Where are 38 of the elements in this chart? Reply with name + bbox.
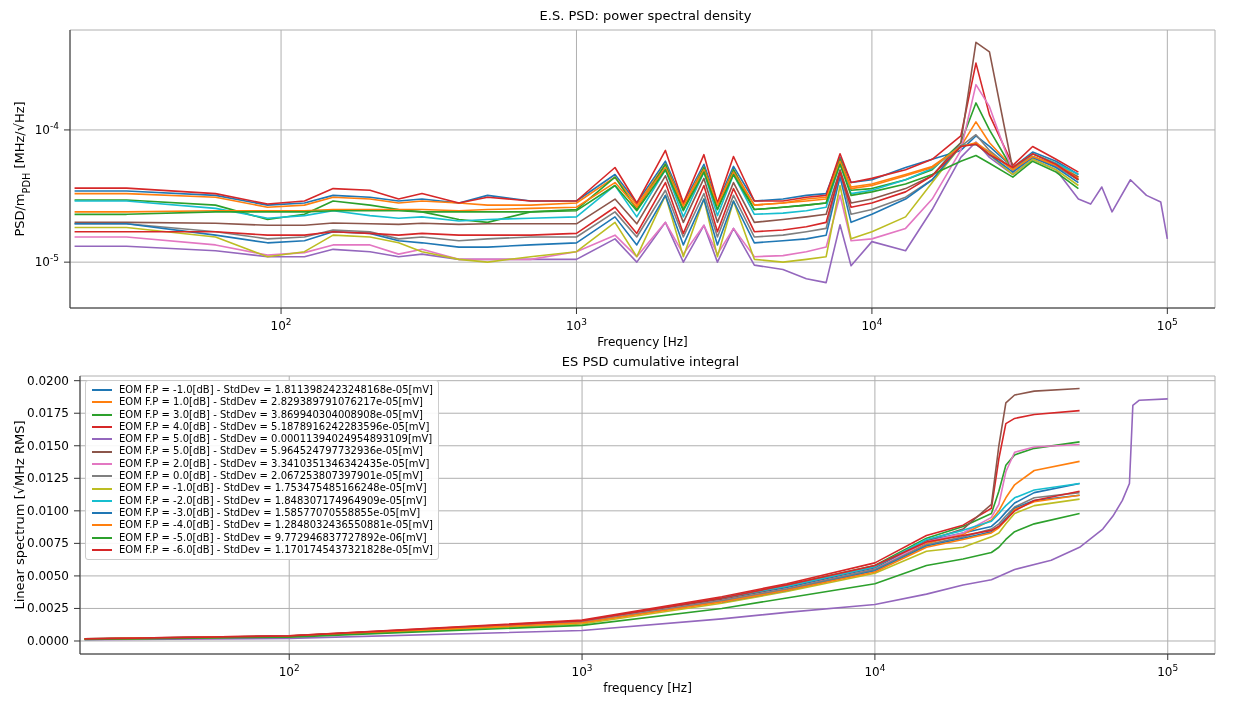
x-axis-title: frequency [Hz] bbox=[603, 681, 692, 695]
y-tick-label: 0.0150 bbox=[27, 438, 69, 453]
legend-label: EOM F.P = 4.0[dB] - StdDev = 5.1878916242283596e-05[mV] bbox=[119, 420, 430, 434]
legend-label: EOM F.P = 3.0[dB] - StdDev = 3.869940304008908e-05[mV] bbox=[119, 408, 423, 421]
y-tick-label: 0.0175 bbox=[27, 406, 69, 421]
y-tick-label: 0.0125 bbox=[27, 471, 69, 486]
legend-label: EOM F.P = -4.0[dB] - StdDev = 1.2848032436550881e-05[mV] bbox=[119, 519, 433, 532]
y-tick-label: 0.0075 bbox=[27, 536, 69, 551]
x-tick-label: 10$^{3}$ bbox=[565, 317, 587, 333]
x-tick-label: 10$^{5}$ bbox=[1157, 663, 1179, 679]
y-tick-label: 0.0050 bbox=[27, 568, 69, 583]
x-tick-label: 10$^{2}$ bbox=[270, 317, 292, 333]
legend-label: EOM F.P = 1.0[dB] - StdDev = 2.829389791076217e-05[mV] bbox=[119, 396, 423, 409]
legend-label: EOM F.P = 2.0[dB] - StdDev = 3.3410351346342435e-05[mV] bbox=[119, 457, 430, 471]
y-tick-label: 0.0100 bbox=[27, 503, 69, 518]
x-tick-label: 10$^{2}$ bbox=[278, 663, 300, 679]
y-tick-label: 10$^{-4}$ bbox=[34, 120, 60, 137]
y-tick-label: 10$^{-5}$ bbox=[34, 253, 59, 270]
chart-title: E.S. PSD: power spectral density bbox=[538, 8, 753, 24]
legend-label: EOM F.P = -1.0[dB] - StdDev = 1.8113982423248168e-05[mV] bbox=[119, 384, 433, 397]
x-tick-label: 10$^{4}$ bbox=[861, 317, 883, 333]
y-tick-label: 0.0025 bbox=[27, 601, 69, 616]
legend-label: EOM F.P = -2.0[dB] - StdDev = 1.848307174964909e-05[mV] bbox=[119, 494, 427, 507]
x-tick-label: 10$^{3}$ bbox=[571, 663, 593, 679]
legend-label: EOM F.P = -1.0[dB] - StdDev = 1.753475485166248e-05[mV] bbox=[119, 482, 427, 495]
chart-title: ES PSD cumulative integral bbox=[560, 354, 741, 370]
y-axis-title: Linear spectrum [√MHz RMS] bbox=[12, 420, 27, 610]
legend-label: EOM F.P = -6.0[dB] - StdDev = 1.1701745437321828e-05[mV] bbox=[119, 543, 433, 557]
x-tick-label: 10$^{5}$ bbox=[1156, 317, 1178, 333]
legend-label: EOM F.P = -3.0[dB] - StdDev = 1.58577070558855e-05[mV] bbox=[119, 506, 421, 520]
x-axis-title: Frequency [Hz] bbox=[597, 335, 688, 349]
legend-label: EOM F.P = -5.0[dB] - StdDev = 9.772946837727892e-06[mV] bbox=[119, 531, 427, 544]
legend-label: EOM F.P = 5.0[dB] - StdDev = 0.00011394024954893109[mV] bbox=[119, 433, 433, 446]
y-tick-label: 0.0000 bbox=[27, 633, 69, 648]
legend-label: EOM F.P = 0.0[dB] - StdDev = 2.067253807397901e-05[mV] bbox=[119, 470, 423, 483]
legend-label: EOM F.P = 5.0[dB] - StdDev = 5.964524797732936e-05[mV] bbox=[119, 445, 423, 458]
y-tick-label: 0.0200 bbox=[27, 373, 69, 388]
x-tick-label: 10$^{4}$ bbox=[864, 663, 886, 679]
